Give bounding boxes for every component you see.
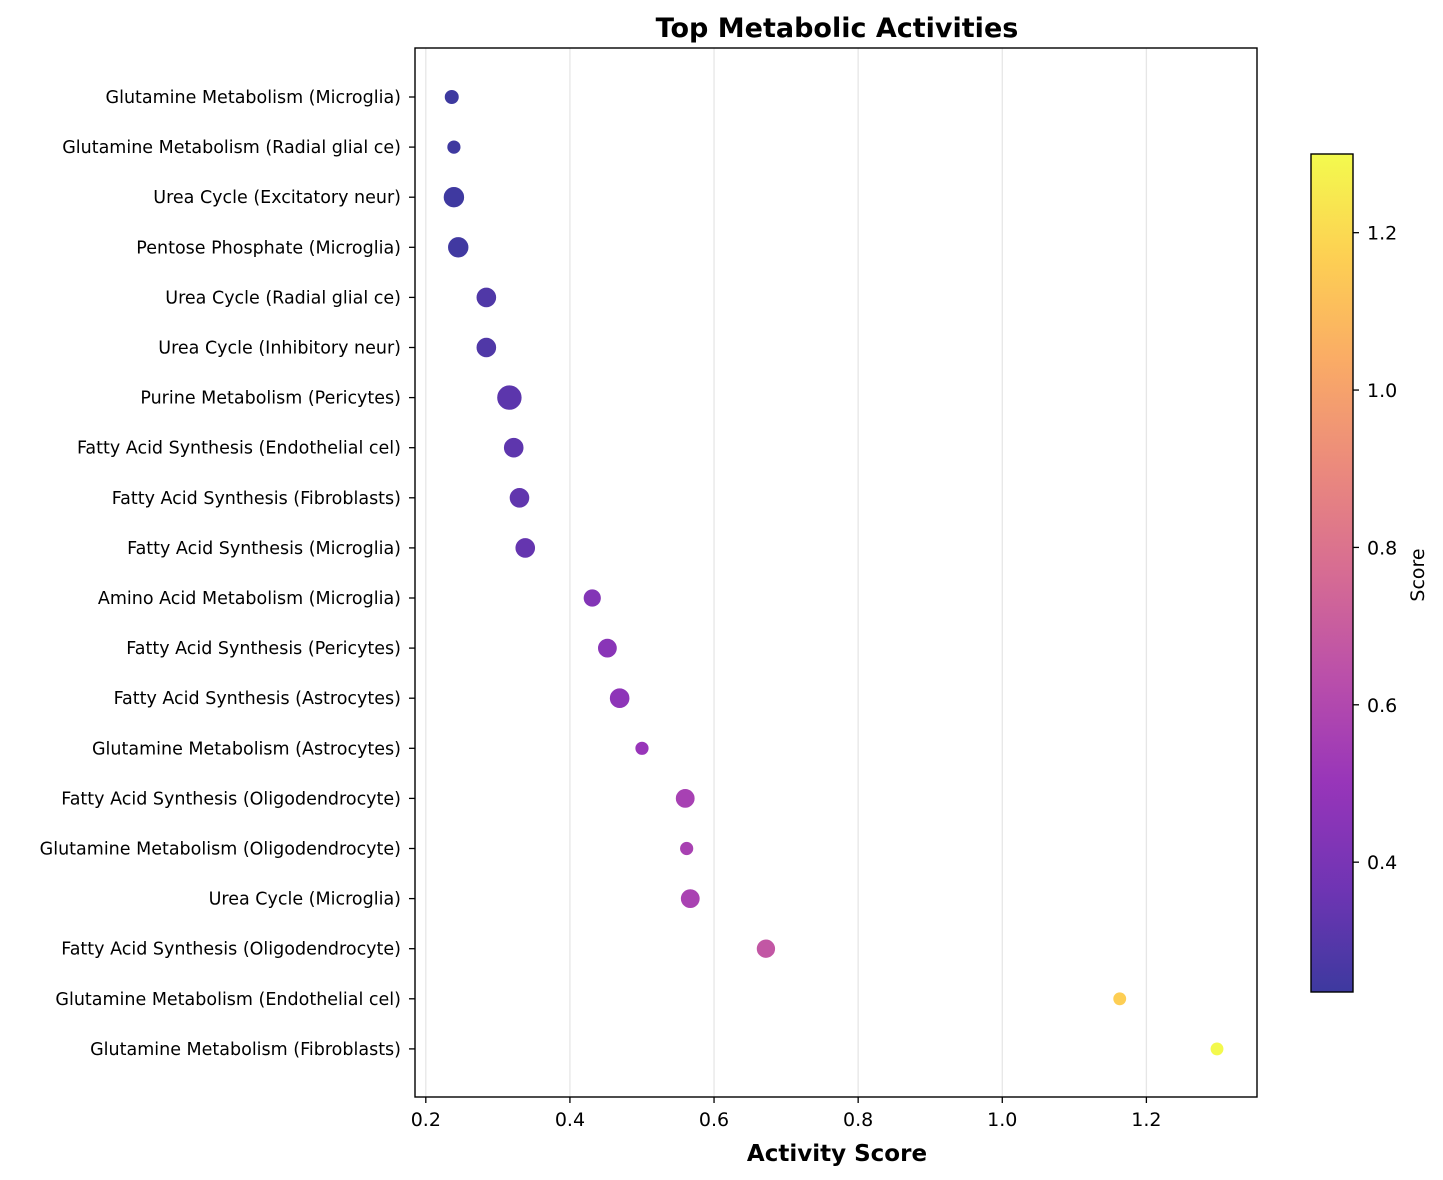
y-tick-label: Fatty Acid Synthesis (Pericytes) [126, 639, 401, 659]
data-point [679, 887, 702, 910]
y-tick-label: Fatty Acid Synthesis (Microglia) [127, 539, 401, 559]
y-tick-label: Glutamine Metabolism (Fibroblasts) [90, 1040, 401, 1060]
data-point [508, 486, 531, 510]
colorbar-tick-label: 1.0 [1367, 380, 1397, 402]
data-point [1208, 1040, 1226, 1057]
y-tick-label: Purine Metabolism (Pericytes) [140, 389, 401, 409]
data-point [1111, 990, 1128, 1007]
x-tick-label: 1.0 [987, 1109, 1017, 1131]
y-tick-label: Glutamine Metabolism (Astrocytes) [92, 739, 401, 759]
y-tick-label: Fatty Acid Synthesis (Oligodendrocyte) [61, 789, 401, 809]
x-axis-ticks: 0.2 0.4 0.6 0.8 1.0 1.2 [411, 1097, 1162, 1131]
grid [425, 48, 1148, 1097]
x-tick-label: 0.2 [411, 1109, 441, 1131]
data-point [674, 787, 697, 810]
y-tick-label: Pentose Phosphate (Microglia) [136, 238, 401, 258]
data-point [582, 587, 603, 609]
data-point [443, 88, 461, 106]
y-tick-label: Urea Cycle (Excitatory neur) [153, 188, 401, 208]
chart-title: Top Metabolic Activities [656, 13, 1019, 44]
colorbar-tick-label: 0.6 [1367, 695, 1397, 717]
data-point [442, 185, 466, 209]
colorbar-tick-label: 1.2 [1367, 223, 1397, 245]
scatter-points [442, 88, 1226, 1057]
data-point [755, 937, 777, 960]
data-point [678, 840, 695, 857]
y-tick-label: Fatty Acid Synthesis (Astrocytes) [114, 689, 401, 709]
colorbar-tick-label: 0.8 [1367, 537, 1397, 559]
data-point [445, 138, 463, 156]
data-point [513, 536, 537, 560]
plot-area [414, 47, 1258, 1098]
data-point [502, 436, 526, 460]
data-point [474, 336, 498, 359]
colorbar: 0.4 0.6 0.8 1.0 1.2 Score [1310, 153, 1429, 993]
y-tick-label: Fatty Acid Synthesis (Fibroblasts) [112, 489, 401, 509]
data-point [633, 740, 651, 757]
data-point [596, 637, 619, 660]
y-tick-label: Urea Cycle (Radial glial ce) [165, 288, 401, 308]
data-point [608, 686, 632, 710]
y-tick-label: Glutamine Metabolism (Endothelial cel) [55, 990, 401, 1010]
x-tick-label: 0.8 [843, 1109, 873, 1131]
x-axis-label: Activity Score [747, 1141, 927, 1167]
y-axis-ticks: Glutamine Metabolism (Microglia) Glutamin… [40, 88, 415, 1060]
colorbar-label: Score [1407, 548, 1429, 601]
y-tick-label: Fatty Acid Synthesis (Oligodendrocyte) [61, 940, 401, 960]
data-point [495, 383, 524, 412]
x-tick-label: 0.4 [555, 1109, 585, 1131]
y-tick-label: Glutamine Metabolism (Radial glial ce) [62, 138, 401, 158]
x-tick-label: 1.2 [1131, 1109, 1161, 1131]
y-tick-label: Amino Acid Metabolism (Microglia) [98, 589, 401, 609]
y-tick-label: Urea Cycle (Microglia) [209, 890, 401, 910]
y-tick-label: Glutamine Metabolism (Oligodendrocyte) [40, 840, 401, 860]
colorbar-tick-label: 0.4 [1367, 852, 1397, 874]
colorbar-gradient [1310, 153, 1354, 993]
x-tick-label: 0.6 [699, 1109, 729, 1131]
y-tick-label: Glutamine Metabolism (Microglia) [106, 88, 401, 108]
data-point [474, 285, 498, 309]
y-tick-label: Fatty Acid Synthesis (Endothelial cel) [77, 439, 401, 459]
y-tick-label: Urea Cycle (Inhibitory neur) [158, 339, 401, 359]
colorbar-ticks: 0.4 0.6 0.8 1.0 1.2 [1353, 223, 1397, 874]
data-point [446, 235, 471, 260]
